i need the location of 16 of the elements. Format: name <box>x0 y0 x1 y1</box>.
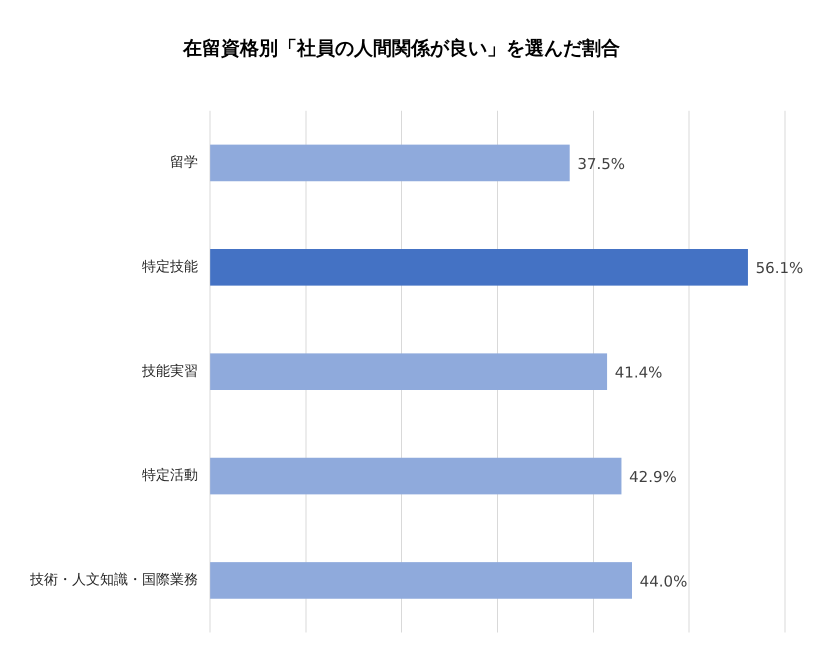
bar <box>210 353 608 390</box>
y-tick-label: 技術・人文知識・国際業務 <box>29 572 198 588</box>
y-tick-label: 特定技能 <box>142 258 198 275</box>
y-tick-label: 特定活動 <box>142 468 198 484</box>
data-label: 56.1% <box>756 259 804 278</box>
bar <box>210 144 570 182</box>
data-label: 42.9% <box>629 468 677 486</box>
bar <box>210 562 632 599</box>
y-tick-label: 留学 <box>170 154 198 171</box>
data-label: 44.0% <box>640 572 688 590</box>
bar <box>210 249 748 286</box>
chart-title: 在留資格別「社員の人間関係が良い」を選んだ割合 <box>182 37 620 60</box>
y-tick-label: 技能実習 <box>141 363 198 380</box>
data-label: 41.4% <box>614 364 662 382</box>
data-label: 37.5% <box>577 154 626 173</box>
bar <box>210 458 622 494</box>
